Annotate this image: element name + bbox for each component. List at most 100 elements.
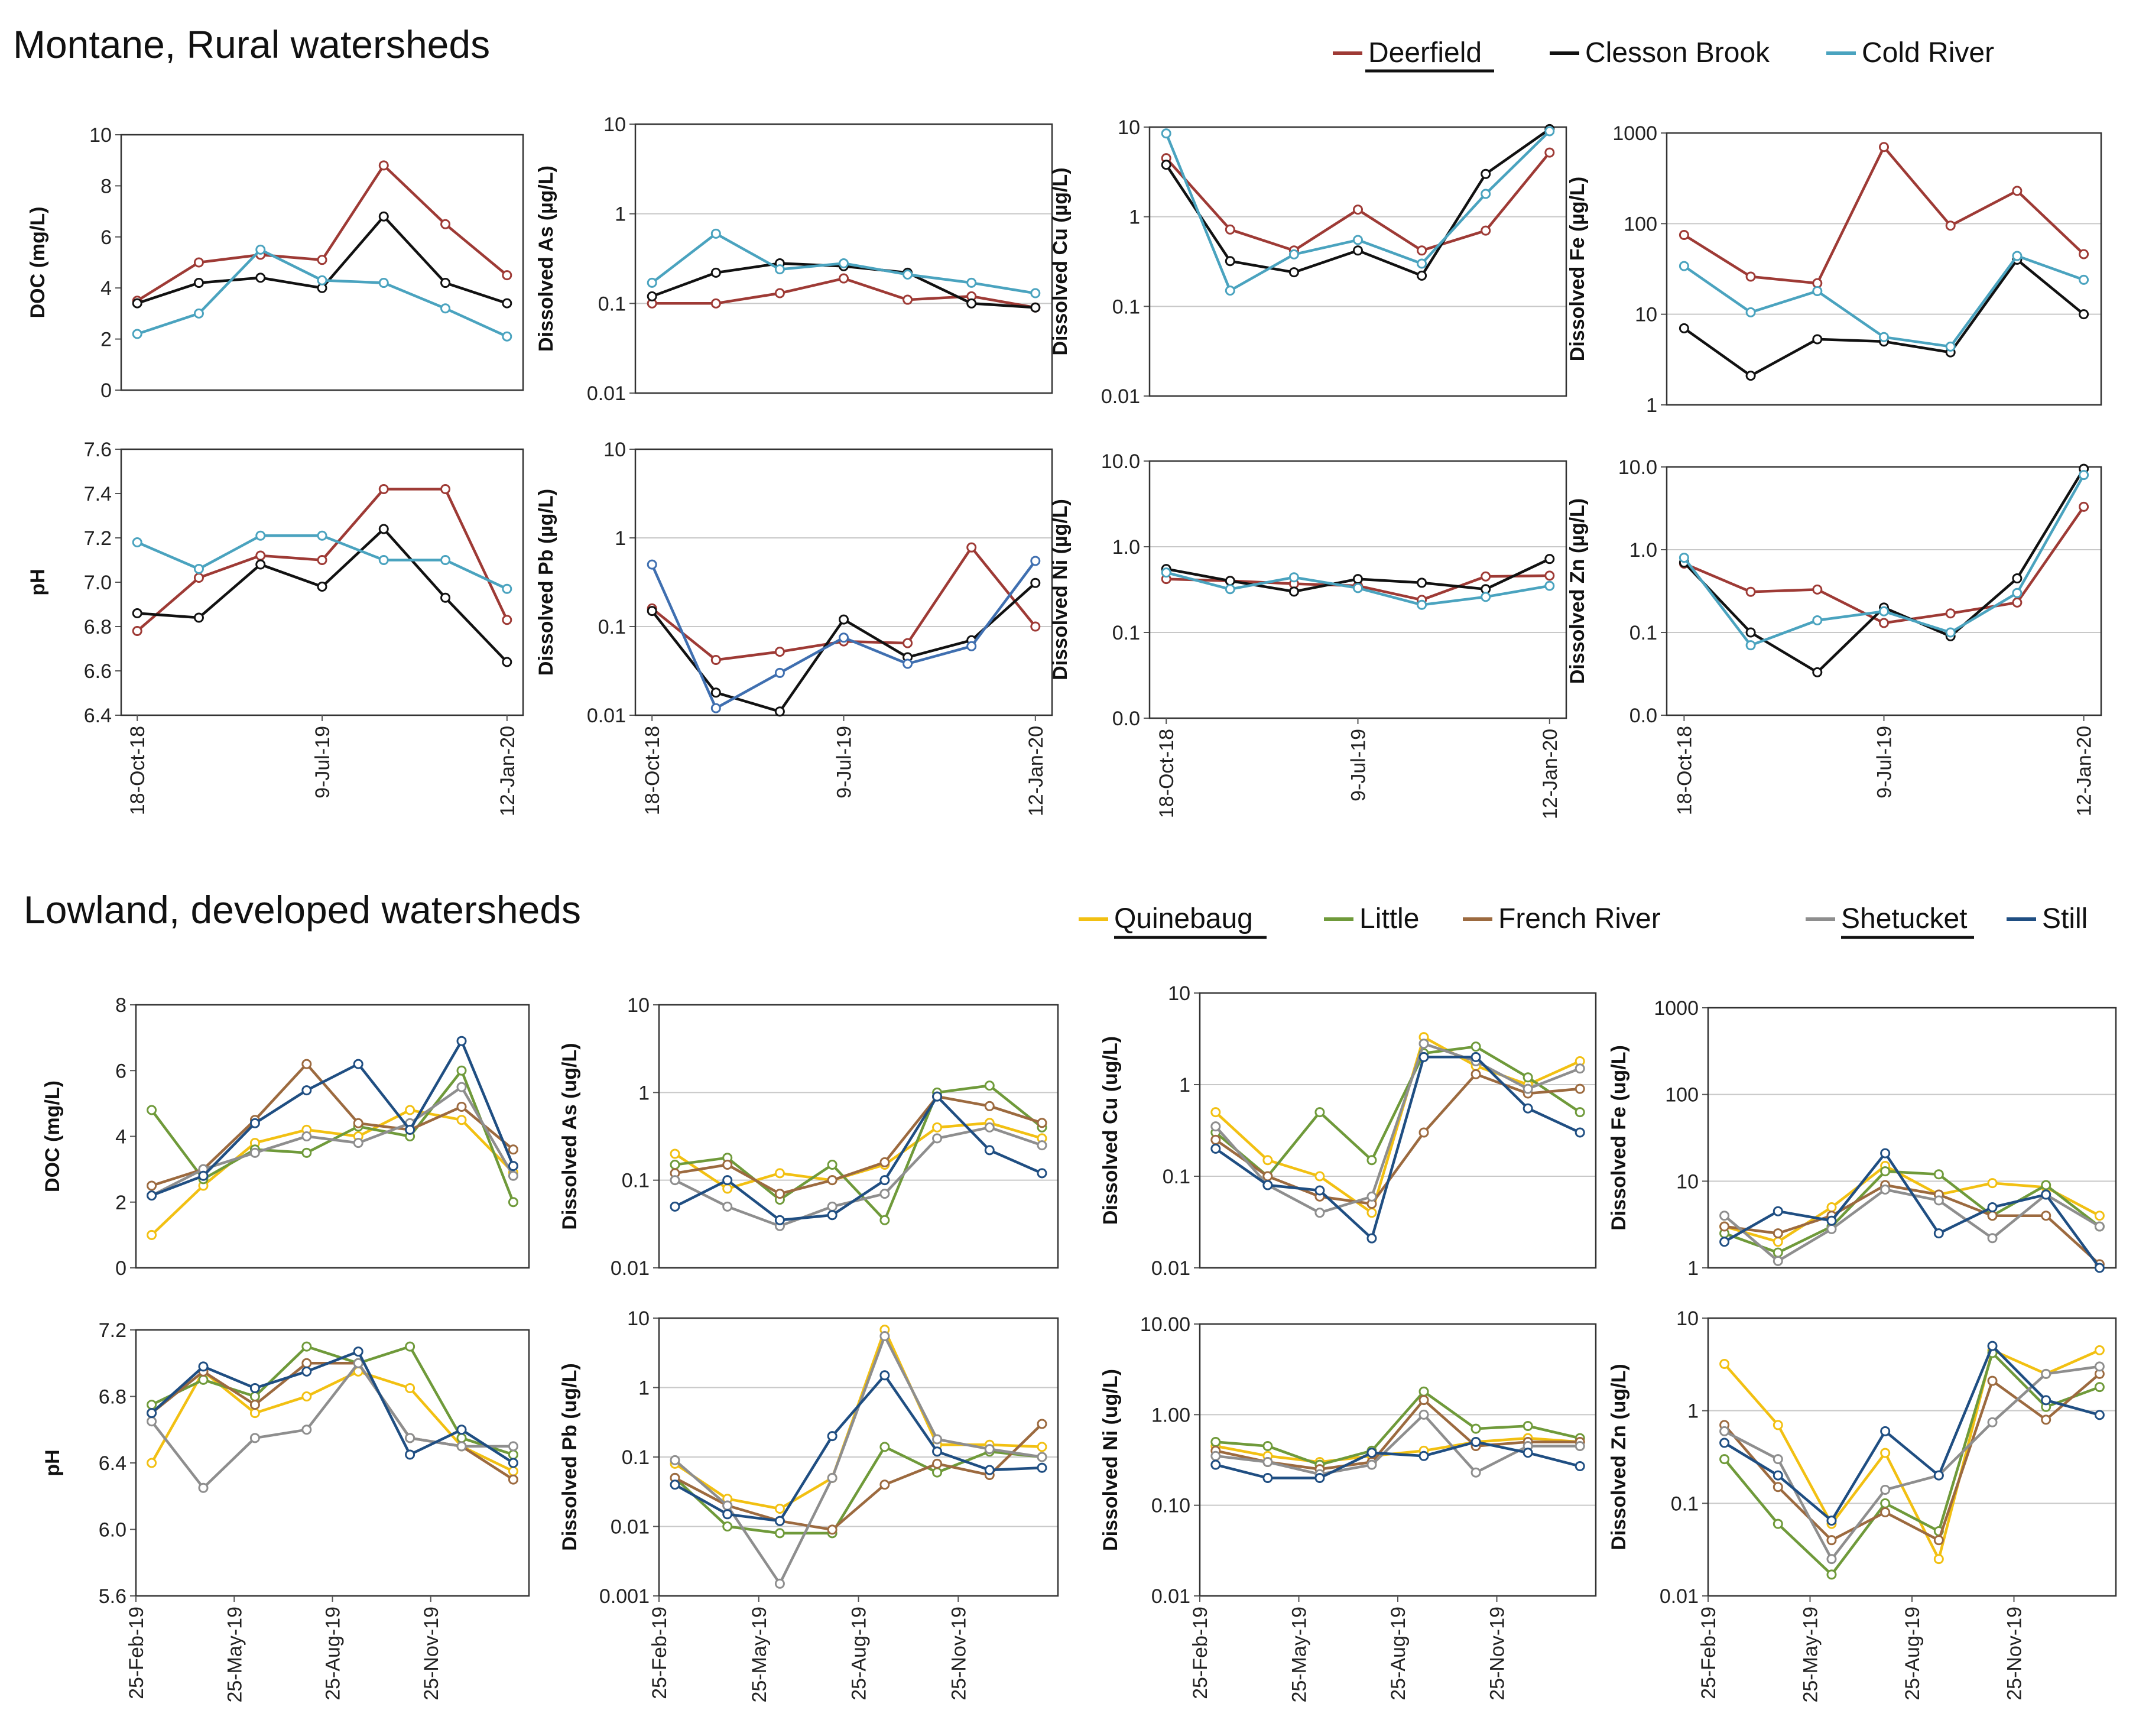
data-point: [774, 1215, 785, 1225]
data-point: [839, 258, 849, 269]
data-point: [1353, 245, 1363, 256]
data-point: [249, 1383, 260, 1393]
data-point: [1812, 615, 1823, 626]
data-point: [502, 657, 512, 667]
y-tick-label: 1: [1646, 394, 1657, 417]
data-point: [249, 1400, 260, 1410]
data-point: [1773, 1454, 1783, 1465]
data-point: [440, 278, 451, 288]
data-point: [1161, 160, 1171, 170]
y-tick-label: 0.1: [1112, 296, 1140, 318]
y-tick-label: 10.0: [1101, 450, 1140, 473]
data-point: [405, 1449, 415, 1460]
data-point: [903, 658, 913, 669]
data-point: [1745, 371, 1756, 381]
series-line-clesson-brook: [1683, 468, 2085, 674]
data-point: [317, 582, 327, 592]
data-point: [710, 228, 721, 239]
data-point: [1880, 1507, 1891, 1518]
y-tick-label: 7.6: [84, 439, 112, 461]
data-point: [1880, 1166, 1891, 1177]
y-axis-label: Dissolved As (µg/L): [535, 166, 557, 352]
x-tick-label: 18-Oct-18: [126, 726, 149, 815]
data-point: [774, 288, 785, 298]
series-line-little: [1723, 1170, 2101, 1254]
data-point: [301, 1147, 312, 1158]
data-point: [1481, 189, 1491, 199]
data-point: [1037, 1140, 1047, 1151]
x-tick-label: 12-Jan-20: [1539, 729, 1562, 819]
data-point: [1353, 574, 1363, 585]
data-point: [1933, 1554, 1944, 1565]
data-point: [1470, 1436, 1481, 1447]
data-point: [1030, 302, 1041, 313]
y-tick-label: 10: [627, 1307, 650, 1330]
data-point: [1417, 577, 1427, 588]
data-point: [1262, 1171, 1273, 1182]
series-line-still: [1723, 1151, 2101, 1269]
x-tick-label: 9-Jul-19: [311, 726, 334, 799]
series-line-shetucket: [150, 1362, 514, 1490]
data-point: [1679, 323, 1689, 333]
data-point: [827, 1472, 837, 1483]
data-point: [1288, 249, 1299, 259]
y-tick-label: 0.01: [1660, 1585, 1699, 1608]
y-tick-label: 0.01: [587, 705, 626, 727]
y-tick-label: 6.0: [99, 1519, 126, 1542]
data-point: [1679, 229, 1689, 240]
data-point: [1210, 1451, 1221, 1461]
y-axis-label: Dissolved Pb (µg/L): [535, 489, 557, 676]
data-point: [774, 1578, 785, 1589]
data-point: [1719, 1211, 1730, 1221]
data-point: [198, 1170, 209, 1181]
data-point: [2012, 588, 2023, 598]
legend-still-label: Still: [2042, 903, 2088, 934]
data-point: [879, 1442, 890, 1452]
y-axis-label: pH: [27, 569, 49, 595]
data-point: [1880, 1448, 1891, 1458]
data-point: [508, 1449, 518, 1460]
data-point: [647, 291, 657, 301]
montane-section-title: Montane, Rural watersheds: [13, 22, 490, 66]
data-point: [405, 1341, 415, 1352]
plot-area: [1707, 1007, 2117, 1269]
data-point: [198, 1374, 209, 1385]
data-point: [932, 1122, 943, 1133]
data-point: [1812, 334, 1823, 345]
data-point: [1314, 1171, 1325, 1182]
y-tick-label: 1: [638, 1082, 650, 1104]
chart-m-ph: 6.4 6.6 6.8 7.0 7.2 7.4 7.6 pH 18-Oct-18 9-Jul-19…: [27, 439, 524, 816]
chart-m-fe: 1 10 100 1000 Dissolved Fe (µg/L): [1566, 122, 2102, 417]
y-tick-label: 7.4: [84, 483, 112, 505]
data-point: [1773, 1420, 1783, 1430]
y-tick-label: 2: [115, 1192, 126, 1214]
data-point: [1417, 599, 1427, 610]
plot-area: [1707, 1317, 2117, 1597]
data-point: [1314, 1107, 1325, 1118]
data-point: [1470, 1423, 1481, 1434]
data-point: [508, 1466, 518, 1477]
data-point: [1679, 553, 1689, 563]
data-point: [1544, 570, 1555, 581]
data-point: [710, 703, 721, 713]
series-line-french-river: [674, 1423, 1043, 1531]
data-point: [1288, 586, 1299, 597]
data-point: [1481, 592, 1491, 602]
data-point: [301, 1425, 312, 1435]
data-point: [1575, 1063, 1585, 1074]
y-tick-label: 10: [603, 439, 626, 461]
data-point: [932, 1434, 943, 1445]
data-point: [1210, 1134, 1221, 1145]
data-point: [1773, 1206, 1783, 1216]
data-point: [2094, 1211, 2105, 1221]
series-line-french-river: [1215, 1073, 1580, 1205]
plot-area: [1199, 992, 1597, 1269]
data-point: [1826, 1516, 1837, 1526]
series-line-french-river: [1724, 1183, 2101, 1266]
plot-area: [120, 134, 524, 391]
data-point: [2041, 1414, 2051, 1425]
series-line-still: [151, 1039, 515, 1197]
data-point: [670, 1148, 680, 1159]
data-point: [1366, 1459, 1377, 1470]
data-point: [1544, 554, 1555, 564]
